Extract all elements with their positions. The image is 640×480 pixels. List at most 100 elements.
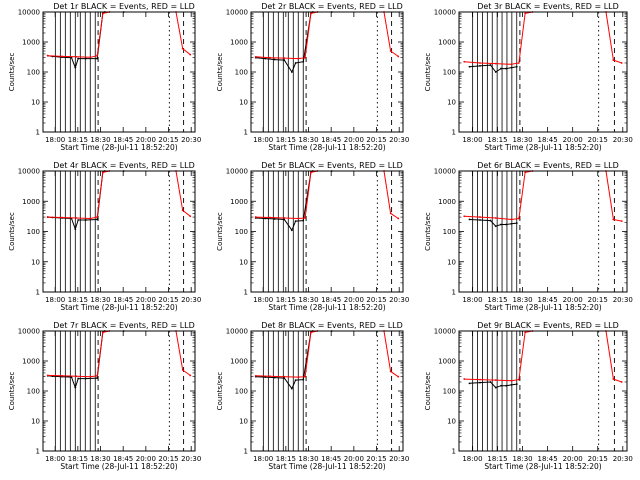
y-axis-label: Counts/sec (216, 212, 224, 251)
events-point (479, 381, 481, 384)
lld-point (181, 369, 184, 371)
events-point (283, 218, 286, 221)
x-tick-label: 18:45 (538, 455, 558, 463)
x-tick-label: 18:00 (462, 455, 482, 463)
lld-point (101, 171, 104, 174)
events-point (290, 229, 293, 232)
events-series-line (469, 381, 517, 389)
lld-point (96, 216, 99, 218)
x-tick-label: 20:00 (344, 455, 364, 463)
lld-point (479, 62, 481, 64)
events-point (515, 222, 518, 224)
lld-point (254, 374, 257, 377)
lld-point (463, 378, 466, 380)
panel: Det 6r BLACK = Events, RED = LLD Counts/s… (424, 161, 633, 312)
lld-point (309, 331, 312, 334)
x-tick-label: 18:30 (90, 455, 110, 463)
lld-series-line (464, 330, 622, 383)
panel-title: Det 4r BLACK = Events, RED = LLD (53, 161, 195, 170)
x-tick-label: 18:15 (68, 136, 88, 144)
x-tick-label: 18:15 (68, 296, 88, 304)
y-tick-label: 1 (244, 448, 248, 456)
x-axis-label: Start Time (28-Jul-11 18:52:20) (60, 462, 177, 471)
y-tick-label: 10000 (18, 9, 40, 17)
x-tick-label: 20:30 (613, 455, 633, 463)
y-tick-label: 10000 (226, 9, 248, 17)
lld-point (494, 217, 497, 219)
events-point (302, 378, 305, 381)
lld-series-line (47, 11, 191, 58)
x-tick-label: 18:45 (538, 296, 558, 304)
panel-title: Det 6r BLACK = Events, RED = LLD (477, 161, 619, 170)
panel: Det 1r BLACK = Events, RED = LLD Counts/s… (8, 2, 201, 152)
y-axis-label: Counts/sec (8, 212, 16, 251)
events-point (302, 60, 305, 63)
events-series-line (469, 219, 517, 227)
panel-title: Det 3r BLACK = Events, RED = LLD (477, 2, 619, 11)
panel: Det 4r BLACK = Events, RED = LLD Counts/s… (8, 161, 201, 312)
y-axis-label: Counts/sec (8, 372, 16, 411)
x-tick-label: 20:15 (588, 296, 608, 304)
lld-point (89, 217, 92, 220)
lld-series-line (255, 11, 399, 60)
lld-point (96, 374, 99, 377)
panel-title: Det 9r BLACK = Events, RED = LLD (477, 321, 619, 330)
y-tick-label: 1000 (22, 198, 40, 206)
y-tick-label: 10000 (434, 9, 456, 17)
events-point (489, 219, 492, 222)
y-tick-label: 1000 (438, 198, 456, 206)
events-point (479, 64, 481, 67)
x-tick-label: 18:30 (90, 136, 110, 144)
lld-point (101, 331, 104, 334)
x-tick-label: 18:00 (45, 136, 65, 144)
panel: Det 3r BLACK = Events, RED = LLD Counts/s… (424, 2, 633, 152)
events-point (505, 384, 508, 387)
events-point (283, 377, 286, 379)
x-tick-label: 18:45 (113, 455, 133, 463)
x-tick-label: 18:30 (512, 455, 532, 463)
x-axis-label: Start Time (28-Jul-11 18:52:20) (484, 303, 601, 312)
events-point (273, 58, 276, 61)
lld-point (75, 55, 78, 58)
lld-point (283, 217, 286, 219)
lld-point (389, 212, 392, 215)
x-tick-label: 18:45 (321, 136, 341, 144)
events-point (77, 57, 80, 60)
lld-point (524, 12, 527, 15)
lld-point (620, 220, 623, 223)
x-axis-label: Start Time (28-Jul-11 18:52:20) (484, 462, 601, 471)
y-tick-label: 10000 (226, 168, 248, 176)
lld-point (96, 54, 99, 57)
events-point (294, 379, 297, 382)
events-point (273, 376, 276, 379)
events-series-line (255, 170, 332, 232)
plot-frame (42, 11, 196, 133)
lld-point (309, 171, 312, 174)
lld-point (494, 62, 497, 65)
events-point (74, 66, 77, 69)
y-tick-label: 1000 (230, 198, 248, 206)
events-point (74, 228, 77, 231)
events-point (264, 57, 267, 60)
x-tick-label: 18:15 (276, 455, 296, 463)
y-tick-label: 1 (244, 129, 248, 137)
x-tick-label: 18:45 (113, 136, 133, 144)
events-point (505, 67, 508, 70)
x-tick-label: 18:15 (487, 136, 507, 144)
lld-point (397, 375, 400, 378)
y-tick-label: 1 (452, 129, 456, 137)
x-tick-label: 18:15 (276, 296, 296, 304)
y-tick-label: 10000 (434, 328, 456, 336)
events-point (283, 59, 286, 61)
x-tick-label: 20:00 (136, 296, 156, 304)
lld-point (46, 216, 49, 218)
y-tick-label: 1 (36, 289, 40, 297)
x-tick-label: 20:15 (588, 455, 608, 463)
lld-point (254, 216, 257, 218)
plot-frame (458, 330, 628, 452)
lld-point (524, 331, 527, 334)
lld-point (189, 53, 192, 56)
panel-title: Det 7r BLACK = Events, RED = LLD (53, 321, 195, 330)
events-point (500, 223, 502, 226)
panel-title: Det 1r BLACK = Events, RED = LLD (53, 2, 195, 11)
